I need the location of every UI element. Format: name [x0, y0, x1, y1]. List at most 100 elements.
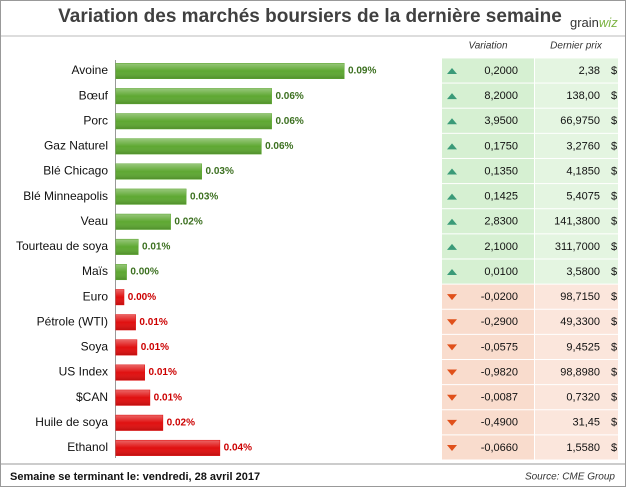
bar-shade [116, 189, 186, 205]
value-label: 0.01% [141, 342, 169, 353]
currency: $ [611, 140, 617, 152]
bar-shade [116, 88, 272, 104]
arrow-up [447, 168, 457, 175]
cell [535, 83, 618, 108]
currency: $ [611, 90, 617, 102]
value-label: 0.02% [174, 216, 202, 227]
price: 31,45 [572, 417, 600, 429]
variation: -0,0575 [481, 341, 518, 353]
cell [535, 410, 618, 435]
bar-shade [116, 264, 127, 280]
value-label: 0.01% [154, 392, 182, 403]
cell [535, 58, 618, 83]
cell [535, 209, 618, 234]
currency: $ [611, 316, 617, 328]
footer-note: Semaine se terminant le: vendredi, 28 av… [10, 471, 260, 483]
variation: -0,9820 [481, 366, 518, 378]
cell [535, 435, 618, 460]
arrow-up [447, 93, 457, 100]
variation: 0,1750 [484, 140, 518, 152]
cell [442, 184, 534, 209]
price: 9,4525 [566, 341, 600, 353]
category-label: Blé Chicago [43, 164, 108, 178]
bar-shade [116, 365, 145, 381]
variation: 0,0100 [484, 266, 518, 278]
price: 66,9750 [560, 115, 600, 127]
arrow-down [447, 319, 457, 326]
source: Source: CME Group [525, 472, 615, 483]
cell [442, 133, 534, 158]
cell [442, 284, 534, 309]
arrow-up [447, 68, 457, 74]
chart-title: Variation des marchés boursiers de la de… [58, 6, 562, 27]
currency: $ [611, 65, 617, 77]
category-label: $CAN [76, 390, 108, 404]
category-label: Bœuf [79, 88, 109, 102]
cell [442, 83, 534, 108]
currency: $ [611, 115, 617, 127]
price: 5,4075 [566, 191, 600, 203]
cell [442, 209, 534, 234]
currency: $ [611, 241, 617, 253]
value-label: 0.02% [167, 417, 195, 428]
category-label: Tourteau de soya [16, 239, 108, 253]
category-label: Blé Minneapolis [23, 189, 108, 203]
cell [442, 158, 534, 184]
category-label: Huile de soya [35, 415, 108, 429]
price: 138,00 [566, 90, 600, 102]
cell [442, 108, 534, 133]
cell [442, 385, 534, 410]
price: 3,5800 [566, 266, 600, 278]
price: 98,8980 [560, 366, 600, 378]
value-label: 0.00% [130, 267, 158, 278]
category-label: Soya [81, 340, 109, 354]
cell [535, 334, 618, 359]
value-label: 0.04% [224, 443, 252, 454]
logo: grainwiz [570, 15, 618, 30]
value-label: 0.03% [190, 191, 218, 202]
cell [535, 133, 618, 158]
category-label: Ethanol [67, 440, 108, 454]
arrow-down [447, 369, 457, 376]
variation: 8,2000 [484, 90, 518, 102]
variation: 0,1425 [484, 191, 518, 203]
cell [535, 385, 618, 410]
cell [442, 334, 534, 359]
logo-part: wiz [599, 15, 618, 30]
bar-shade [116, 239, 139, 255]
bar-shade [116, 289, 124, 305]
category-label: Gaz Naturel [44, 139, 108, 153]
cell [535, 284, 618, 309]
currency: $ [611, 266, 617, 278]
currency: $ [611, 366, 617, 378]
value-label: 0.06% [265, 141, 293, 152]
cell [535, 184, 618, 209]
price: 141,3800 [554, 216, 600, 228]
variation: 0,2000 [484, 65, 518, 77]
currency: $ [611, 291, 617, 303]
value-label: 0.01% [139, 317, 167, 328]
price: 3,2760 [566, 140, 600, 152]
currency: $ [611, 442, 617, 454]
bar-shade [116, 138, 262, 154]
category-label: Pétrole (WTI) [37, 314, 108, 328]
price: 49,3300 [560, 316, 600, 328]
value-label: 0.00% [128, 292, 156, 303]
variation: -0,2900 [481, 316, 518, 328]
cell [442, 435, 534, 460]
cell [442, 58, 534, 83]
arrow-up [447, 269, 457, 276]
variation: -0,0660 [481, 442, 518, 454]
bar-shade [116, 415, 163, 431]
cell [535, 158, 618, 184]
variation: 3,9500 [484, 115, 518, 127]
cell [535, 359, 618, 385]
cell [535, 108, 618, 133]
price: 1,5580 [566, 442, 600, 454]
arrow-down [447, 419, 457, 426]
logo-part: grain [570, 15, 599, 30]
currency: $ [611, 417, 617, 429]
bar-shade [116, 113, 272, 129]
bar-shade [116, 339, 137, 355]
bar-shade [116, 164, 202, 180]
